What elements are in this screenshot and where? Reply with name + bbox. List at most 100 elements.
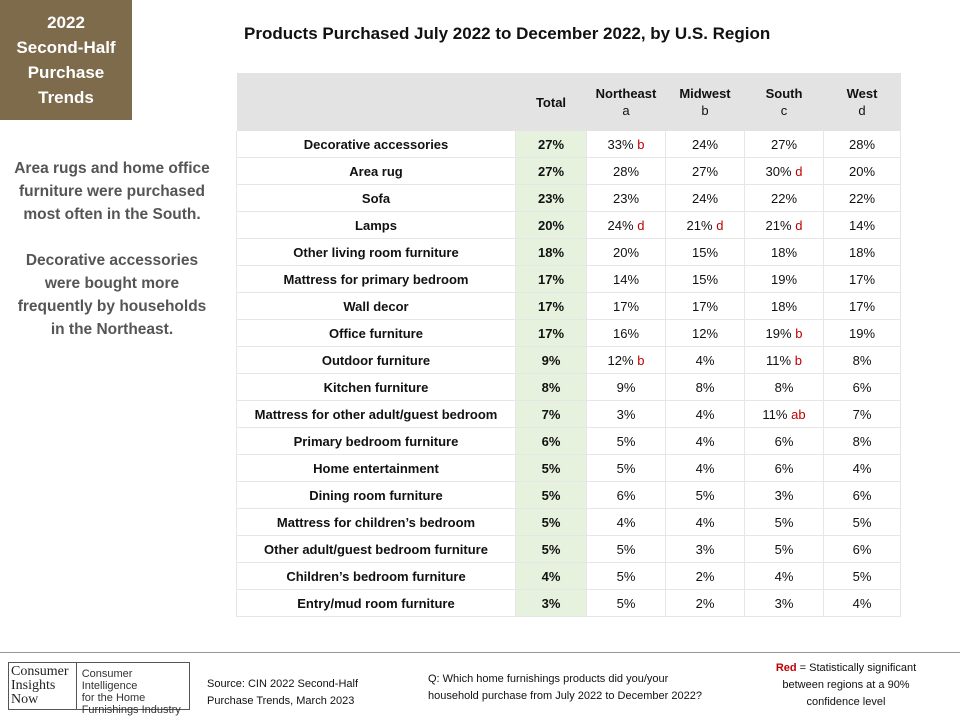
cell-value: 3% bbox=[695, 541, 715, 557]
region-cell: 3% bbox=[665, 535, 745, 563]
total-cell: 8% bbox=[515, 373, 587, 401]
region-cell: 8% bbox=[744, 373, 824, 401]
cell-value: 5% bbox=[616, 433, 636, 449]
total-cell: 17% bbox=[515, 265, 587, 293]
region-cell: 17% bbox=[823, 265, 901, 293]
significance-marker: d bbox=[637, 217, 645, 233]
region-cell: 4% bbox=[665, 400, 745, 428]
cell-value: 8% bbox=[852, 352, 872, 368]
cell-value: 14% bbox=[848, 217, 876, 233]
significance-marker: b bbox=[637, 352, 645, 368]
significance-marker: b bbox=[795, 325, 803, 341]
cell-value: 20% bbox=[848, 163, 876, 179]
cell-value: 18% bbox=[848, 244, 876, 260]
cell-value: 30% bbox=[765, 163, 792, 179]
column-header-total: Total bbox=[515, 73, 587, 131]
region-cell: 2% bbox=[665, 562, 745, 590]
region-cell: 5% bbox=[586, 454, 666, 482]
cell-value: 4% bbox=[852, 595, 872, 611]
cell-value: 27% bbox=[691, 163, 719, 179]
badge-line: 2022 bbox=[47, 13, 85, 32]
cell-value: 21% bbox=[686, 217, 713, 233]
cell-value: 6% bbox=[616, 487, 636, 503]
table-body: Decorative accessories 27% 33% b 24% 27% 28% A… bbox=[236, 131, 901, 617]
cell-value: 16% bbox=[612, 325, 640, 341]
column-header-letter: d bbox=[858, 103, 866, 118]
cell-value: 17% bbox=[848, 298, 876, 314]
region-cell: 4% bbox=[665, 454, 745, 482]
cell-value: 12% bbox=[607, 352, 634, 368]
total-cell: 9% bbox=[515, 346, 587, 374]
region-cell: 5% bbox=[586, 535, 666, 563]
region-cell: 21% d bbox=[744, 211, 824, 239]
row-label: Mattress for primary bedroom bbox=[236, 265, 516, 293]
cell-value: 3% bbox=[774, 487, 794, 503]
region-cell: 18% bbox=[744, 238, 824, 266]
region-cell: 17% bbox=[823, 292, 901, 320]
finding-text: Area rugs and home office furniture were… bbox=[14, 160, 210, 223]
total-cell: 5% bbox=[515, 508, 587, 536]
region-cell: 5% bbox=[586, 562, 666, 590]
purchase-table: Total Northeast a Midwest b South c West… bbox=[236, 73, 901, 617]
region-cell: 20% bbox=[823, 157, 901, 185]
region-cell: 5% bbox=[744, 535, 824, 563]
region-cell: 4% bbox=[823, 454, 901, 482]
row-label: Home entertainment bbox=[236, 454, 516, 482]
cell-value: 2% bbox=[695, 568, 715, 584]
region-cell: 5% bbox=[586, 589, 666, 617]
table-row: Mattress for children’s bedroom 5% 4% 4% 5% 5… bbox=[236, 508, 901, 536]
total-cell: 27% bbox=[515, 157, 587, 185]
region-cell: 24% bbox=[665, 131, 745, 158]
region-cell: 5% bbox=[586, 427, 666, 455]
cell-value: 17% bbox=[612, 298, 640, 314]
cell-value: 4% bbox=[616, 514, 636, 530]
cell-value: 19% bbox=[770, 271, 798, 287]
cell-value: 3% bbox=[616, 406, 636, 422]
region-cell: 21% d bbox=[665, 211, 745, 239]
cell-value: 6% bbox=[774, 460, 794, 476]
region-cell: 6% bbox=[823, 373, 901, 401]
row-label: Outdoor furniture bbox=[236, 346, 516, 374]
key-findings: Area rugs and home office furniture were… bbox=[14, 157, 210, 364]
row-label: Office furniture bbox=[236, 319, 516, 347]
cell-value: 9% bbox=[616, 379, 636, 395]
region-cell: 22% bbox=[744, 184, 824, 212]
region-cell: 24% bbox=[665, 184, 745, 212]
total-cell: 18% bbox=[515, 238, 587, 266]
cell-value: 4% bbox=[852, 460, 872, 476]
table-row: Home entertainment 5% 5% 4% 6% 4% bbox=[236, 454, 901, 482]
cell-value: 4% bbox=[774, 568, 794, 584]
region-cell: 18% bbox=[823, 238, 901, 266]
row-label: Other adult/guest bedroom furniture bbox=[236, 535, 516, 563]
logo-word: Insights bbox=[11, 678, 56, 693]
region-cell: 12% bbox=[665, 319, 745, 347]
region-cell: 12% b bbox=[586, 346, 666, 374]
cell-value: 5% bbox=[616, 541, 636, 557]
legend-text: = Statistically significant between regi… bbox=[782, 662, 917, 708]
region-cell: 24% d bbox=[586, 211, 666, 239]
region-cell: 15% bbox=[665, 238, 745, 266]
region-cell: 4% bbox=[665, 346, 745, 374]
logo-tagline-line: Furnishings Industry bbox=[81, 704, 181, 716]
region-cell: 3% bbox=[586, 400, 666, 428]
significance-marker: b bbox=[637, 136, 645, 152]
row-label: Mattress for children’s bedroom bbox=[236, 508, 516, 536]
row-label: Children’s bedroom furniture bbox=[236, 562, 516, 590]
row-label-header bbox=[236, 73, 516, 131]
cell-value: 4% bbox=[695, 352, 715, 368]
cell-value: 5% bbox=[852, 514, 872, 530]
total-cell: 17% bbox=[515, 292, 587, 320]
region-cell: 8% bbox=[823, 427, 901, 455]
column-header-label: West bbox=[846, 86, 878, 101]
table-row: Other adult/guest bedroom furniture 5% 5% 3… bbox=[236, 535, 901, 563]
cell-value: 8% bbox=[852, 433, 872, 449]
column-header-northeast: Northeast a bbox=[586, 73, 666, 131]
table-row: Area rug 27% 28% 27% 30% d 20% bbox=[236, 157, 901, 185]
cell-value: 6% bbox=[852, 541, 872, 557]
table-row: Dining room furniture 5% 6% 5% 3% 6% bbox=[236, 481, 901, 509]
cell-value: 4% bbox=[695, 433, 715, 449]
region-cell: 11% b bbox=[744, 346, 824, 374]
table-row: Sofa 23% 23% 24% 22% 22% bbox=[236, 184, 901, 212]
region-cell: 5% bbox=[744, 508, 824, 536]
table-row: Lamps 20% 24% d 21% d 21% d 14% bbox=[236, 211, 901, 239]
